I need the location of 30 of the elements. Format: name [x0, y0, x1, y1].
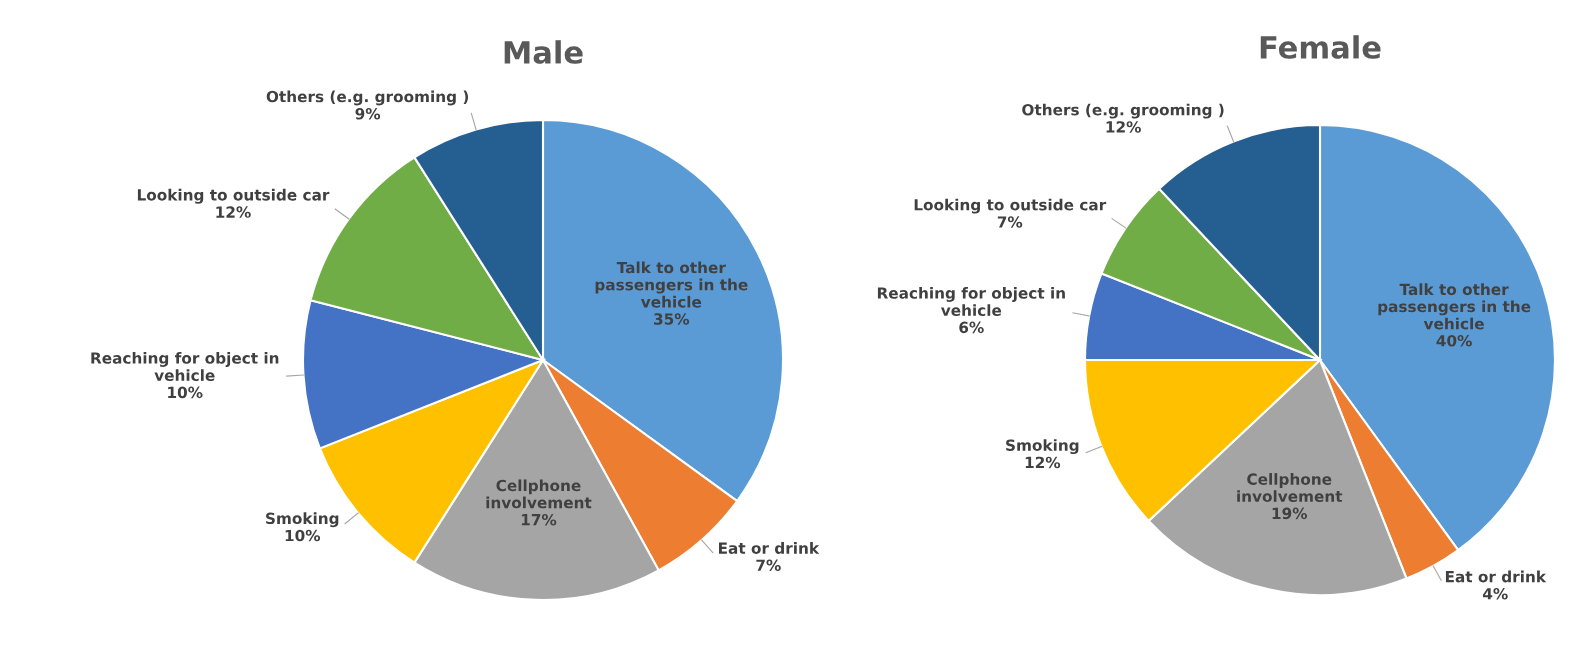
data-label: 35%: [654, 313, 690, 325]
data-label: 17%: [521, 513, 557, 526]
data-label: 12%: [1106, 121, 1141, 133]
data-label: 19%: [1272, 507, 1308, 520]
data-label: 7%: [997, 216, 1023, 228]
slice-label: Eat or drink: [1445, 570, 1547, 583]
slice-label: Talk to other passengers in the vehicle: [595, 261, 748, 308]
slice-label: Looking to outside car: [914, 198, 1107, 214]
data-label: 6%: [959, 321, 984, 334]
data-label: 12%: [1025, 456, 1061, 469]
data-label: 10%: [168, 386, 203, 399]
slice-label: Eat or drink: [718, 542, 820, 554]
slice-label: Cellphone involvement: [1237, 473, 1343, 503]
slice-label: Smoking: [1006, 439, 1079, 455]
data-label: 12%: [216, 206, 251, 218]
slice-label: Smoking: [266, 512, 339, 528]
slice-label: Others (e.g. grooming ): [266, 90, 469, 106]
slice-label: Others (e.g. grooming ): [1022, 103, 1224, 119]
data-label: 10%: [285, 529, 321, 542]
slice-label: Reaching for object in vehicle: [91, 352, 279, 382]
data-label: 40%: [1436, 335, 1472, 347]
data-label: 7%: [756, 559, 781, 572]
slice-label: Talk to other passengers in the vehicle: [1378, 283, 1531, 330]
chart-title: Female: [1260, 35, 1381, 59]
chart-title: Male: [504, 40, 583, 64]
slice-label: Reaching for object in vehicle: [877, 287, 1065, 317]
slice-label: Cellphone involvement: [486, 479, 592, 509]
data-label: 9%: [355, 107, 381, 120]
slice-label: Looking to outside car: [137, 188, 330, 204]
data-label: 4%: [1482, 587, 1508, 600]
